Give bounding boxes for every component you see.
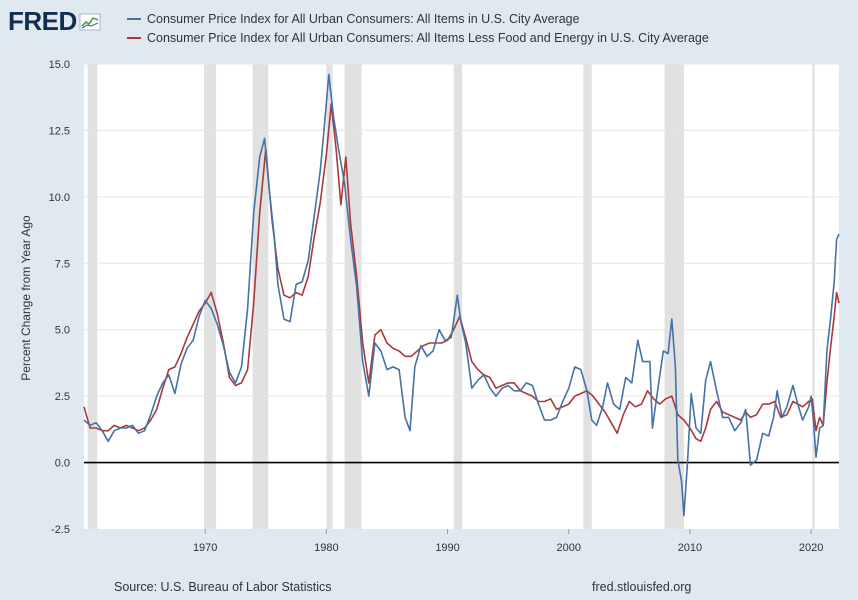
recession-band-4 [344,64,362,529]
y-tick-label-3: 5.0 [55,325,70,337]
legend-item-cpi-all[interactable]: Consumer Price Index for All Urban Consu… [127,9,709,28]
legend-swatch-cpi-all [127,17,141,20]
x-axis-ticks: 1970 1980 1990 2000 2010 2020 [193,529,823,554]
source-note: Source: U.S. Bureau of Labor Statistics [114,580,332,594]
y-tick-label-2: 2.5 [55,391,70,403]
y-tick-label-7: 15.0 [49,59,70,71]
recession-band-7 [664,64,684,529]
legend-label-cpi-core: Consumer Price Index for All Urban Consu… [147,30,709,45]
trend-graph-icon [79,13,101,30]
y-axis-ticks: -2.5 0.0 2.5 5.0 7.5 10.0 12.5 15.0 [49,59,70,536]
x-tick-label-2: 1990 [435,542,459,554]
y-tick-label-5: 10.0 [49,192,70,204]
gridlines [84,63,839,464]
series-lines [83,73,840,517]
recession-band-6 [583,64,592,529]
y-tick-label-6: 12.5 [49,125,70,137]
x-tick-label-5: 2020 [799,542,823,554]
chart-footer: Source: U.S. Bureau of Labor Statistics … [0,575,858,599]
legend-label-cpi-all: Consumer Price Index for All Urban Consu… [147,11,580,26]
y-axis-title: Percent Change from Year Ago [19,215,33,381]
series-line-cpi-core [83,103,840,443]
x-tick-label-1: 1980 [314,542,338,554]
y-tick-label-0: -2.5 [51,524,70,536]
fred-logo-text: FRED [8,6,77,36]
fred-logo[interactable]: FRED [8,6,101,37]
site-link[interactable]: fred.stlouisfed.org [592,580,692,594]
recession-band-0 [87,64,98,529]
x-tick-label-0: 1970 [193,542,217,554]
y-tick-label-1: 0.0 [55,458,70,470]
recession-band-3 [326,64,333,529]
recession-band-8 [812,64,815,529]
chart-header: FRED Consumer Price Index for All Urban … [0,0,858,60]
series-line-cpi-all [83,73,840,517]
x-tick-label-4: 2010 [678,542,702,554]
legend-swatch-cpi-core [127,36,141,39]
x-tick-label-3: 2000 [557,542,581,554]
chart-legend: Consumer Price Index for All Urban Consu… [127,9,709,47]
legend-item-cpi-core[interactable]: Consumer Price Index for All Urban Consu… [127,28,709,47]
y-tick-label-4: 7.5 [55,258,70,270]
recession-band-1 [204,64,217,529]
